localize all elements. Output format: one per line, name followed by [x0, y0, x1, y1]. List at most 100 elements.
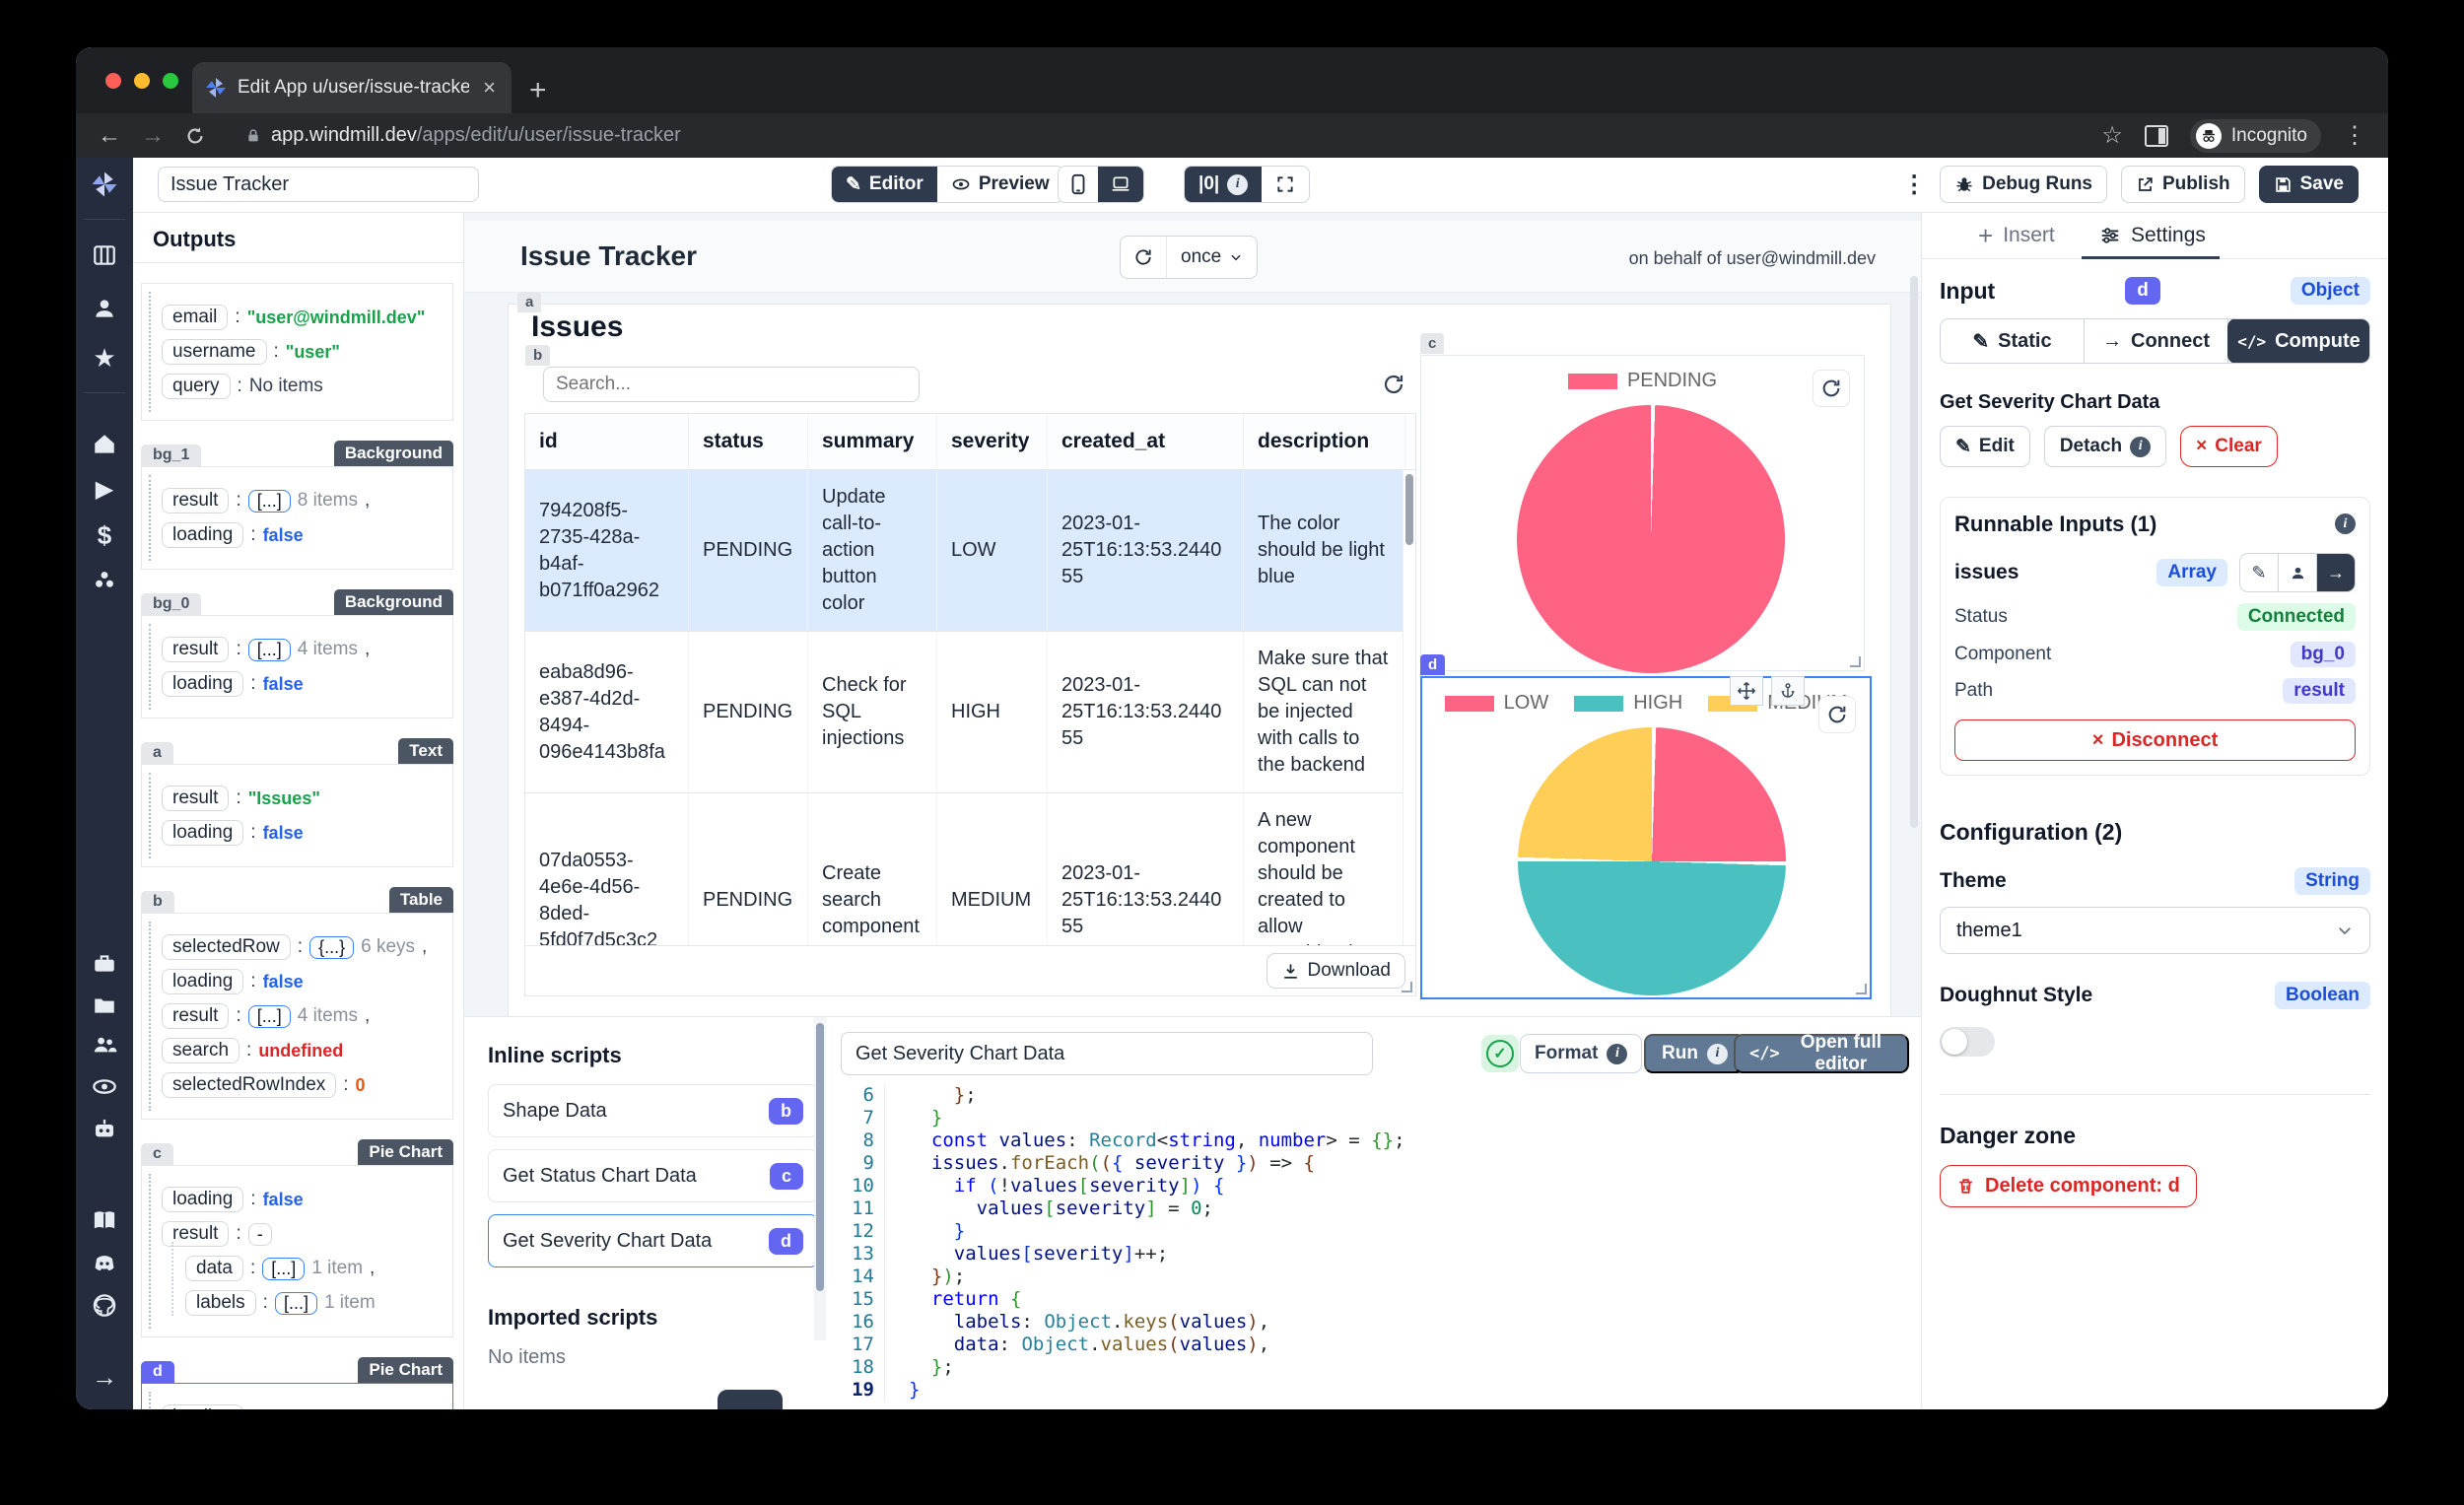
back-button[interactable]: ←	[98, 121, 121, 149]
publish-button[interactable]: Publish	[2121, 166, 2245, 203]
output-value-box[interactable]: [...]	[262, 1257, 306, 1280]
output-key[interactable]: email	[162, 305, 229, 330]
grid-tag-c[interactable]: c	[1420, 333, 1445, 354]
output-key[interactable]: loading	[162, 671, 244, 697]
detach-button[interactable]: Detach i	[2043, 426, 2167, 467]
theme-select[interactable]: theme1	[1940, 907, 2370, 954]
script-name-input[interactable]	[841, 1032, 1373, 1075]
grid-tag-d[interactable]: d	[1420, 654, 1446, 675]
run-button[interactable]: Run i	[1644, 1034, 1745, 1073]
editor-tab[interactable]: ✎ Editor	[832, 167, 937, 202]
info-icon[interactable]: i	[2335, 513, 2356, 534]
output-component-tag[interactable]: d	[141, 1361, 174, 1383]
zoom-window-button[interactable]	[163, 73, 178, 89]
inline-script-item[interactable]: Shape Data b	[488, 1084, 818, 1137]
output-key[interactable]: result	[162, 786, 230, 811]
output-key[interactable]: query	[162, 374, 231, 399]
output-key[interactable]: search	[162, 1038, 240, 1063]
output-row[interactable]: loading:false	[162, 671, 443, 697]
path-badge[interactable]: result	[2283, 678, 2356, 704]
output-value-box[interactable]: [...]	[247, 1004, 291, 1028]
inline-script-item[interactable]: Get Status Chart Data c	[488, 1149, 818, 1202]
side-panel-icon[interactable]	[2144, 124, 2168, 147]
pie-chart-c[interactable]: c PENDING	[1420, 333, 1865, 673]
legend-item[interactable]: PENDING	[1567, 370, 1717, 392]
disconnect-button[interactable]: × Disconnect	[1954, 719, 2356, 761]
output-component-tag[interactable]: b	[141, 891, 174, 913]
scripts-scrollbar[interactable]	[814, 1017, 826, 1340]
component-badge[interactable]: bg_0	[2290, 642, 2356, 667]
code-line[interactable]: 7 }	[841, 1107, 1909, 1129]
tab-close-button[interactable]: ×	[483, 75, 496, 100]
user-icon[interactable]	[92, 296, 117, 321]
output-key[interactable]: username	[162, 339, 267, 365]
tab-insert[interactable]: + Insert	[1978, 221, 2055, 250]
output-row[interactable]: result: "Issues"	[162, 786, 443, 811]
code-line[interactable]: 18 };	[841, 1356, 1909, 1379]
windmill-logo[interactable]	[90, 170, 119, 199]
table-resize-handle[interactable]	[1402, 982, 1412, 992]
connect-arrow-icon[interactable]: →	[2317, 554, 2355, 591]
open-full-editor-button[interactable]: </> Open full editor	[1734, 1032, 1909, 1074]
diff-button[interactable]: |0| i	[1185, 167, 1263, 202]
edit-button[interactable]: ✎ Edit	[1940, 426, 2030, 467]
chart-c-refresh-button[interactable]	[1813, 370, 1850, 407]
output-key[interactable]: loading	[162, 1187, 244, 1212]
docs-book-icon[interactable]	[92, 1207, 118, 1234]
table-scrollbar[interactable]	[1403, 470, 1415, 945]
apps-board-icon[interactable]	[92, 242, 117, 268]
code-line[interactable]: 6 };	[841, 1084, 1909, 1107]
output-row[interactable]: username: "user"	[162, 339, 443, 365]
new-tab-button[interactable]: +	[529, 74, 547, 106]
grid-tag-a[interactable]: a	[517, 292, 542, 312]
output-key[interactable]: loading	[162, 969, 244, 994]
output-component-tag[interactable]: bg_0	[141, 593, 202, 615]
table-header-cell[interactable]: id	[525, 414, 689, 469]
output-row[interactable]: result: [...] 4 items,	[162, 1003, 443, 1029]
refresh-schedule-button[interactable]: once	[1120, 236, 1259, 279]
app-name-input[interactable]	[158, 167, 479, 202]
output-component-tag[interactable]: c	[141, 1143, 173, 1165]
legend-item[interactable]: LOW	[1444, 692, 1548, 715]
table-header-cell[interactable]: description	[1244, 414, 1405, 469]
output-value-box[interactable]: {...}	[309, 935, 355, 959]
table-row[interactable]: eaba8d96-e387-4d2d-8494-096e4143b8fa PEND…	[525, 632, 1415, 793]
collapse-sidebar-arrow-icon[interactable]: →	[92, 1362, 117, 1392]
output-row[interactable]: email: "user@windmill.dev"	[162, 305, 443, 330]
code-line[interactable]: 14 });	[841, 1266, 1909, 1288]
delete-component-button[interactable]: Delete component: d	[1940, 1165, 2197, 1207]
code-line[interactable]: 15 return {	[841, 1288, 1909, 1311]
output-value-box[interactable]: [...]	[274, 1291, 317, 1315]
output-row[interactable]: loading:false	[162, 522, 443, 548]
output-value-box[interactable]: [...]	[247, 489, 291, 513]
output-key[interactable]: loading	[162, 522, 244, 548]
folder-icon[interactable]	[92, 992, 117, 1018]
runs-icon[interactable]: ▶	[95, 476, 114, 503]
code-line[interactable]: 19}	[841, 1379, 1909, 1402]
move-handle-button[interactable]	[1730, 676, 1763, 706]
table-header-cell[interactable]: created_at	[1048, 414, 1244, 469]
eye-icon[interactable]	[92, 1073, 118, 1100]
workers-icon[interactable]	[92, 568, 117, 593]
canvas-scrollbar[interactable]	[1910, 276, 1918, 828]
browser-menu-button[interactable]: ⋮	[2343, 122, 2366, 149]
download-button[interactable]: Download	[1266, 953, 1405, 989]
grid-tag-b[interactable]: b	[525, 345, 551, 366]
output-row[interactable]: loading:false	[162, 1187, 443, 1212]
table-row[interactable]: 794208f5-2735-428a-b4af-b071ff0a2962 PEND…	[525, 470, 1415, 632]
table-header-cell[interactable]: summary	[808, 414, 937, 469]
address-field[interactable]: app.windmill.dev/apps/edit/u/user/issue-…	[245, 124, 2082, 147]
output-component-tag[interactable]: bg_1	[141, 445, 202, 466]
static-pencil-icon[interactable]: ✎	[2240, 554, 2279, 591]
user-mode-icon[interactable]	[2279, 554, 2317, 591]
output-row[interactable]: result: [...] 4 items,	[162, 637, 443, 662]
format-button[interactable]: Format i	[1520, 1034, 1643, 1073]
output-key[interactable]: labels	[185, 1290, 256, 1316]
output-key[interactable]: data	[185, 1256, 243, 1281]
chart-d-resize-handle[interactable]	[1856, 984, 1867, 994]
pie-chart-d[interactable]: d LOW HIGH MEDIUM	[1420, 654, 1872, 999]
robot-icon[interactable]	[92, 1116, 118, 1142]
mode-compute[interactable]: </> Compute	[2227, 319, 2369, 363]
groups-icon[interactable]	[92, 1031, 118, 1058]
save-button[interactable]: Save	[2258, 166, 2359, 203]
